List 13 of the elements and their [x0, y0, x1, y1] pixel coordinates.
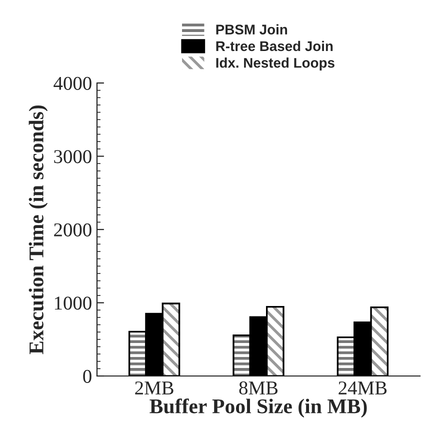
y-tick-label: 1000	[54, 296, 92, 310]
y-tick-label: 4000	[54, 76, 92, 90]
y-tick-label: 2000	[54, 223, 92, 236]
y-tick-label: 0	[83, 370, 92, 383]
x-tick-label: 8MB	[239, 381, 278, 395]
legend-label: R-tree Based Join	[216, 40, 333, 52]
x-axis-title: Buffer Pool Size (in MB)	[150, 398, 367, 418]
legend-label: Idx. Nested Loops	[216, 58, 334, 70]
y-axis-title: Execution Time (in seconds)	[28, 105, 48, 354]
y-tick-label: 3000	[54, 150, 92, 164]
x-tick-label: 24MB	[338, 381, 387, 394]
x-tick-label: 2MB	[135, 381, 174, 394]
legend-label: PBSM Join	[216, 24, 288, 34]
